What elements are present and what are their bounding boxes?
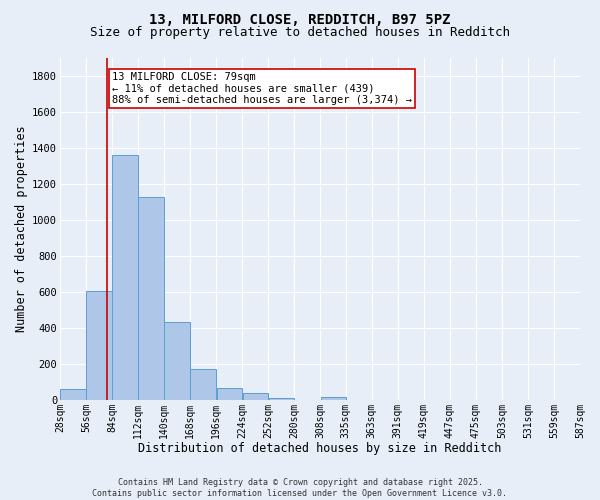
- Bar: [242, 392, 268, 400]
- Bar: [60, 389, 86, 400]
- Bar: [86, 291, 112, 400]
- Bar: [269, 398, 294, 400]
- Bar: [320, 397, 346, 400]
- Text: 13 MILFORD CLOSE: 79sqm
← 11% of detached houses are smaller (439)
88% of semi-d: 13 MILFORD CLOSE: 79sqm ← 11% of detache…: [112, 72, 412, 105]
- Text: Size of property relative to detached houses in Redditch: Size of property relative to detached ho…: [90, 26, 510, 39]
- Bar: [190, 369, 216, 400]
- Text: 13, MILFORD CLOSE, REDDITCH, B97 5PZ: 13, MILFORD CLOSE, REDDITCH, B97 5PZ: [149, 12, 451, 26]
- Bar: [112, 155, 138, 400]
- Y-axis label: Number of detached properties: Number of detached properties: [15, 126, 28, 332]
- Bar: [164, 322, 190, 400]
- Text: Contains HM Land Registry data © Crown copyright and database right 2025.
Contai: Contains HM Land Registry data © Crown c…: [92, 478, 508, 498]
- Bar: [217, 388, 242, 400]
- Bar: [139, 197, 164, 400]
- X-axis label: Distribution of detached houses by size in Redditch: Distribution of detached houses by size …: [138, 442, 502, 455]
